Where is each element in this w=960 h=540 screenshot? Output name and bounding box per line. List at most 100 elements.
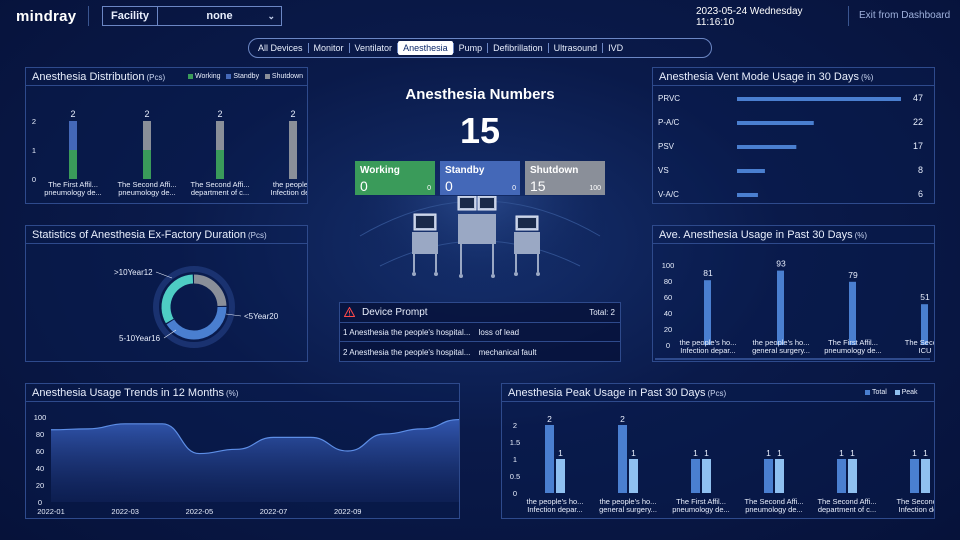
horizontal-scrollbar[interactable] <box>655 358 930 360</box>
x-tick-label: pneumology de... <box>44 188 102 197</box>
value-label: 8 <box>918 165 923 175</box>
facility-selector[interactable]: Facility none ⌄ <box>102 6 282 26</box>
device-prompt-title: Device Prompt <box>362 307 428 318</box>
bar-total[interactable] <box>545 425 554 493</box>
device-tabs: All Devices Monitor Ventilator Anesthesia Pu… <box>248 38 712 58</box>
x-tick-label: Infection depar... <box>527 505 582 514</box>
donut-leader-line <box>163 329 177 339</box>
facility-dropdown[interactable]: none ⌄ <box>158 7 281 25</box>
bar-peak[interactable] <box>629 459 638 493</box>
bar-shutdown[interactable] <box>143 121 151 150</box>
value-label: 2 <box>547 414 552 424</box>
top-bar: mindray Facility none ⌄ 2023-05-24 Wedne… <box>0 0 960 34</box>
bar-shutdown[interactable] <box>289 121 297 179</box>
ave-usage-bar[interactable] <box>921 304 928 345</box>
x-tick-label: Infection depar... <box>680 346 735 355</box>
bar-peak[interactable] <box>775 459 784 493</box>
tab-anesthesia[interactable]: Anesthesia <box>398 41 453 55</box>
bar-total-label: 2 <box>217 109 222 119</box>
shutdown-card[interactable]: Shutdown 15 100 <box>525 161 605 195</box>
ave-usage-bar[interactable] <box>777 270 784 345</box>
bar-working[interactable] <box>216 150 224 179</box>
tab-monitor[interactable]: Monitor <box>313 43 344 53</box>
tab-pump[interactable]: Pump <box>458 43 483 53</box>
aveusage-panel: Ave. Anesthesia Usage in Past 30 Days (%)… <box>652 225 935 362</box>
value-label: 93 <box>776 259 786 269</box>
exit-dashboard-button[interactable]: Exit from Dashboard <box>848 6 950 26</box>
ventmode-bar[interactable] <box>737 145 797 149</box>
x-tick-label: Infection dep <box>899 505 934 514</box>
value-label: 1 <box>693 448 698 458</box>
peak-title: Anesthesia Peak Usage in Past 30 Days (Pc… <box>508 387 727 399</box>
donut-leader-line <box>225 313 242 317</box>
bar-total[interactable] <box>764 459 773 493</box>
distribution-panel: Anesthesia Distribution (Pcs) Working Sta… <box>25 67 308 204</box>
y-tick-label: 0 <box>38 498 42 507</box>
current-time: 11:16:10 <box>696 17 735 28</box>
working-card[interactable]: Working 0 0 <box>355 161 435 195</box>
bar-total-label: 2 <box>70 109 75 119</box>
aveusage-title: Ave. Anesthesia Usage in Past 30 Days (%) <box>659 229 868 241</box>
trend-line[interactable] <box>50 418 459 455</box>
donut-label: <5Year20 <box>244 312 279 321</box>
bar-total[interactable] <box>618 425 627 493</box>
value-label: 17 <box>913 141 923 151</box>
tab-ivd[interactable]: IVD <box>608 43 624 53</box>
bar-peak[interactable] <box>702 459 711 493</box>
exfactory-title: Statistics of Anesthesia Ex-Factory Dura… <box>32 229 267 241</box>
globe-glow <box>355 196 605 301</box>
tab-ventilator[interactable]: Ventilator <box>354 43 393 53</box>
bar-shutdown[interactable] <box>216 121 224 150</box>
prompt-row[interactable]: 2 Anesthesia the people's hospital... me… <box>343 348 536 357</box>
x-tick-label: the people's ho... <box>680 338 737 347</box>
bar-total[interactable] <box>910 459 919 493</box>
y-tick-label: 60 <box>36 447 44 456</box>
ave-usage-bar[interactable] <box>849 281 856 345</box>
current-date: 2023-05-24 Wednesday <box>696 6 803 17</box>
x-tick-label: 2022-05 <box>186 507 214 516</box>
exfactory-panel: Statistics of Anesthesia Ex-Factory Dura… <box>25 225 308 362</box>
x-tick-label: The First Affil... <box>676 497 726 506</box>
donut-slice[interactable] <box>193 274 227 307</box>
legend-peak: Peak <box>901 389 918 396</box>
tab-all-devices[interactable]: All Devices <box>258 43 303 53</box>
value-label: 51 <box>920 292 930 302</box>
x-tick-label: the people's ho... <box>600 497 657 506</box>
tab-ultrasound[interactable]: Ultrasound <box>553 43 598 53</box>
value-label: 47 <box>913 93 923 103</box>
ventmode-bar[interactable] <box>737 97 901 101</box>
ventmode-bar[interactable] <box>737 169 765 173</box>
panel-divider <box>340 322 620 323</box>
panel-divider <box>26 85 307 86</box>
facility-value: none <box>206 10 233 22</box>
ave-usage-bar[interactable] <box>704 280 711 345</box>
bar-peak[interactable] <box>556 459 565 493</box>
donut-slice[interactable] <box>166 306 227 340</box>
chevron-down-icon[interactable]: ⌄ <box>267 11 275 21</box>
bar-working[interactable] <box>69 150 77 179</box>
mindray-logo: mindray <box>16 8 77 25</box>
prompt-row[interactable]: 1 Anesthesia the people's hospital... lo… <box>343 328 519 337</box>
standby-card[interactable]: Standby 0 0 <box>440 161 520 195</box>
bar-working[interactable] <box>143 150 151 179</box>
bar-total[interactable] <box>691 459 700 493</box>
bar-peak[interactable] <box>921 459 930 493</box>
ventmode-bar[interactable] <box>737 121 814 125</box>
device-prompt-panel: Device Prompt Total: 2 1 Anesthesia the … <box>339 302 621 362</box>
tab-separator <box>452 43 454 53</box>
prompt-issue: loss of lead <box>478 328 520 337</box>
anesthesia-machine-icon <box>457 196 497 278</box>
donut-slice[interactable] <box>161 274 194 324</box>
panel-divider <box>26 401 459 402</box>
value-label: 6 <box>918 189 923 199</box>
ventmode-bar[interactable] <box>737 193 758 197</box>
bar-peak[interactable] <box>848 459 857 493</box>
y-tick-label: 20 <box>36 481 44 490</box>
tab-defibrillation[interactable]: Defibrillation <box>493 43 543 53</box>
bar-standby[interactable] <box>69 121 77 150</box>
ventmode-panel: Anesthesia Vent Mode Usage in 30 Days (%)… <box>652 67 935 204</box>
bar-total[interactable] <box>837 459 846 493</box>
tab-separator <box>307 43 309 53</box>
